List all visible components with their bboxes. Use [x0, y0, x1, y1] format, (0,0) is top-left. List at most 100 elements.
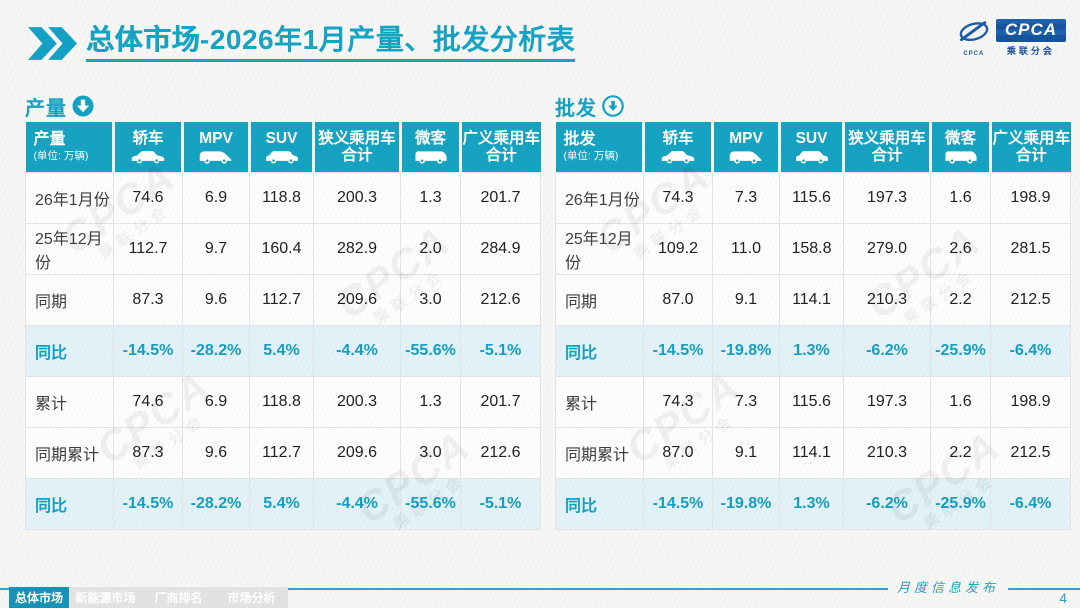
circle-down-arrow-filled-icon: [72, 95, 94, 117]
minibus-icon: [944, 151, 977, 164]
suv-icon: [795, 151, 828, 164]
table-cell: 284.9: [460, 223, 541, 275]
column-header-suv: SUV: [249, 122, 315, 173]
table-cell: 200.3: [313, 172, 401, 224]
column-header-mpv: MPV: [182, 122, 251, 173]
table-row-yoy: 同比 -14.5% -19.8% 1.3% -6.2% -25.9% -6.4%: [555, 325, 1071, 377]
logo-icon-label: CPCA: [963, 51, 985, 57]
table-cell: 9.1: [712, 274, 780, 326]
table-cell: 282.9: [313, 223, 401, 275]
column-header-npv-total: 狭义乘用车合计: [313, 122, 402, 173]
table-cell: -25.9%: [930, 478, 991, 530]
row-label: 同期累计: [555, 427, 644, 479]
sedan-icon: [131, 151, 165, 164]
column-header-suv: SUV: [779, 122, 845, 173]
table-cell: 7.3: [712, 172, 780, 224]
row-label: 同期累计: [25, 427, 114, 479]
table-row: 同期累计 87.3 9.6 112.7 209.6 3.0 212.6: [25, 427, 541, 479]
table-cell: 212.6: [460, 427, 541, 479]
table-cell: 1.6: [930, 376, 991, 428]
table-row: 同期 87.3 9.6 112.7 209.6 3.0 212.6: [25, 274, 541, 326]
table-cell: 112.7: [249, 427, 314, 479]
logo-brand: CPCA: [995, 19, 1066, 42]
table-row: 25年12月份 112.7 9.7 160.4 282.9 2.0 284.9: [25, 223, 541, 275]
wholesale-section: 批发 批发 (单位: 万辆) 轿车 MPV: [555, 93, 1071, 530]
production-section-label: 产量: [25, 97, 67, 120]
table-cell: -6.4%: [990, 325, 1071, 377]
table-cell: 9.6: [182, 427, 250, 479]
table-cell: 9.6: [182, 274, 250, 326]
row-label: 25年12月份: [25, 223, 114, 275]
table-row: 26年1月份 74.6 6.9 118.8 200.3 1.3 201.7: [25, 172, 541, 224]
tab-market-analysis[interactable]: 市场分析: [215, 587, 288, 608]
table-cell: 210.3: [843, 427, 931, 479]
wholesale-header-row: 批发 (单位: 万辆) 轿车 MPV SUV 狭义乘用车合计: [555, 122, 1071, 173]
table-cell: 114.1: [779, 427, 844, 479]
table-cell: 87.3: [113, 274, 183, 326]
page-title: 总体市场-2026年1月产量、批发分析表: [86, 24, 576, 63]
table-cell: 5.4%: [249, 325, 314, 377]
double-chevron-icon: [28, 26, 78, 60]
tab-overall-market[interactable]: 总体市场: [9, 587, 69, 608]
table-cell: 1.3: [400, 172, 461, 224]
unit-label: (单位: 万辆): [563, 150, 619, 162]
mpv-icon: [199, 151, 232, 164]
table-cell: 118.8: [249, 376, 314, 428]
table-cell: -19.8%: [712, 325, 780, 377]
table-cell: 9.1: [712, 427, 780, 479]
table-cell: 201.7: [460, 172, 541, 224]
publication-label: 月度信息发布: [896, 581, 999, 596]
row-label: 累计: [25, 376, 114, 428]
table-cell: -14.5%: [643, 325, 713, 377]
table-cell: 197.3: [843, 376, 931, 428]
table-row: 25年12月份 109.2 11.0 158.8 279.0 2.6 281.5: [555, 223, 1071, 275]
mpv-icon: [729, 151, 762, 164]
table-cell: 6.9: [182, 376, 250, 428]
table-cell: -14.5%: [113, 478, 183, 530]
table-cell: 198.9: [990, 376, 1071, 428]
table-cell: 1.3%: [779, 325, 844, 377]
bottom-nav-tabs: 总体市场 新能源市场 厂商排名 市场分析: [9, 587, 288, 608]
table-cell: -6.2%: [843, 325, 931, 377]
tab-nev-market[interactable]: 新能源市场: [69, 587, 142, 608]
table-cell: -6.4%: [990, 478, 1071, 530]
table-cell: 2.6: [930, 223, 991, 275]
table-cell: 112.7: [113, 223, 183, 275]
table-cell: -4.4%: [313, 478, 401, 530]
table-cell: 198.9: [990, 172, 1071, 224]
table-cell: 210.3: [843, 274, 931, 326]
footer-rule-line: [0, 587, 888, 590]
column-header-bpv-total: 广义乘用车合计: [990, 122, 1071, 173]
table-cell: 3.0: [400, 274, 461, 326]
minibus-icon: [414, 151, 447, 164]
table-row: 累计 74.3 7.3 115.6 197.3 1.6 198.9: [555, 376, 1071, 428]
title-row: 总体市场-2026年1月产量、批发分析表: [28, 24, 576, 63]
table-cell: 1.3%: [779, 478, 844, 530]
wholesale-table: 批发 (单位: 万辆) 轿车 MPV SUV 狭义乘用车合计: [555, 122, 1071, 530]
table-cell: 212.6: [460, 274, 541, 326]
table-cell: 6.9: [182, 172, 250, 224]
footer-rule: 月度信息发布: [0, 582, 1080, 595]
row-label: 25年12月份: [555, 223, 644, 275]
table-cell: 197.3: [843, 172, 931, 224]
row-label: 26年1月份: [555, 172, 644, 224]
table-cell: 2.0: [400, 223, 461, 275]
unit-label: (单位: 万辆): [33, 150, 89, 162]
row-label: 同比: [25, 478, 114, 530]
column-header-sedan: 轿车: [113, 122, 184, 173]
table-cell: -14.5%: [643, 478, 713, 530]
table-cell: 87.0: [643, 427, 713, 479]
table-cell: 112.7: [249, 274, 314, 326]
table-cell: 200.3: [313, 376, 401, 428]
table-cell: 1.3: [400, 376, 461, 428]
table-cell: 160.4: [249, 223, 314, 275]
row-label: 同比: [555, 325, 644, 377]
table-cell: 2.2: [930, 274, 991, 326]
table-row: 同期累计 87.0 9.1 114.1 210.3 2.2 212.5: [555, 427, 1071, 479]
table-cell: -6.2%: [843, 478, 931, 530]
tab-oem-ranking[interactable]: 厂商排名: [142, 587, 215, 608]
table-cell: 74.3: [643, 172, 713, 224]
table-cell: 87.3: [113, 427, 183, 479]
wholesale-section-label: 批发: [555, 97, 597, 120]
cpca-logo: CPCA CPCA 乘联分会: [956, 19, 1066, 57]
